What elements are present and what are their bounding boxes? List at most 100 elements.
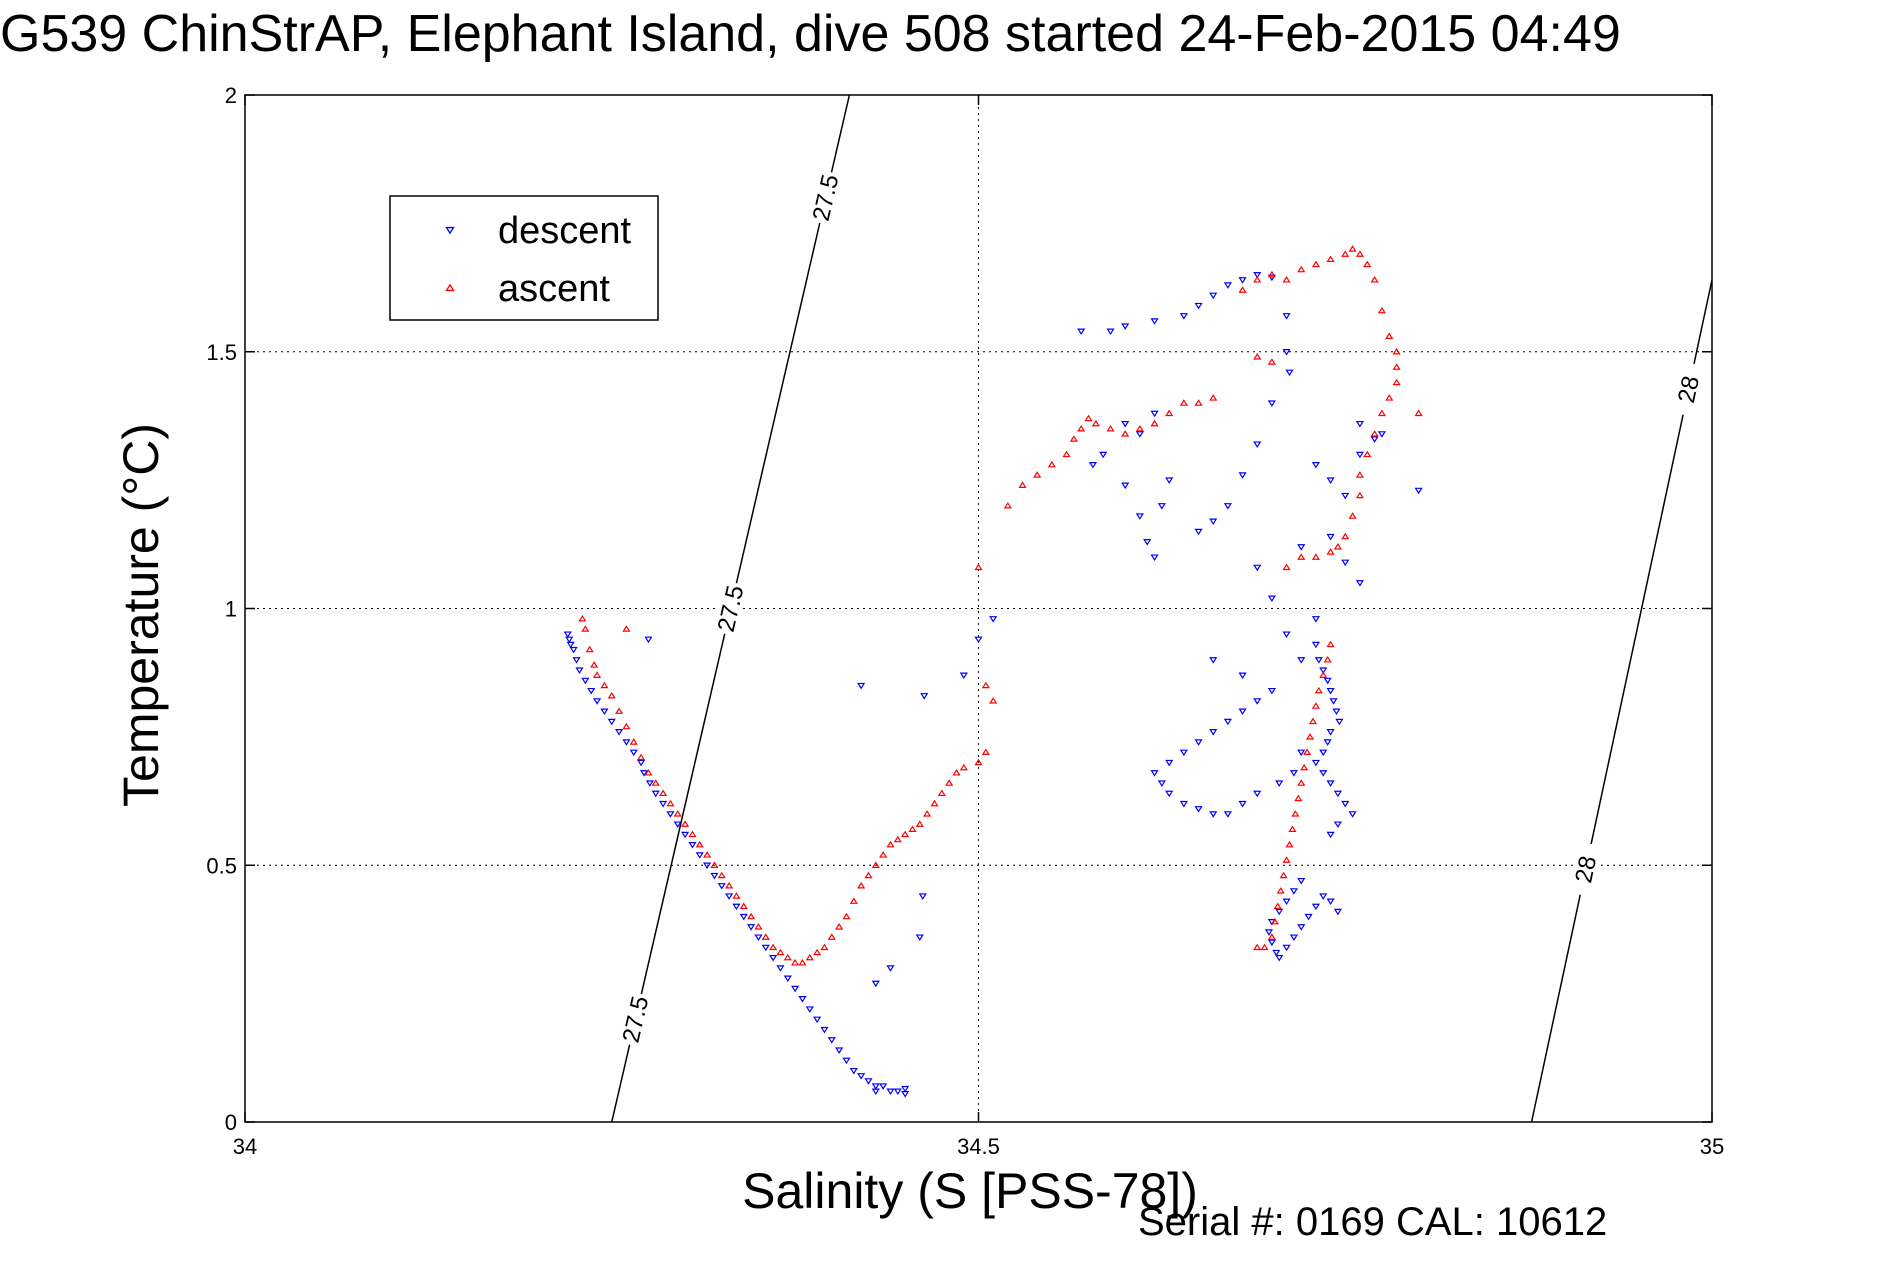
descent-point (1272, 949, 1281, 957)
descent-point (886, 965, 895, 972)
descent-point (581, 677, 590, 685)
ascent-point (769, 943, 778, 951)
descent-point (857, 682, 866, 690)
descent-point (1326, 729, 1335, 736)
descent-point (1088, 462, 1098, 469)
ascent-point (710, 861, 719, 868)
descent-point (1223, 503, 1232, 510)
descent-point (681, 831, 690, 839)
descent-point (1121, 482, 1130, 490)
descent-point (1326, 780, 1335, 787)
ascent-point (857, 881, 866, 889)
ascent-point (761, 933, 770, 940)
descent-point (1282, 944, 1291, 952)
descent-point (813, 1016, 822, 1024)
serial-footnote: Serial #: 0169 CAL: 10612 (1138, 1200, 1608, 1244)
density-contour-label: 27.5 (713, 583, 750, 635)
ascent-point (1253, 353, 1262, 360)
descent-point (1209, 518, 1218, 526)
descent-point (835, 1047, 844, 1054)
ascent-point (590, 661, 599, 668)
ascent-point (673, 810, 682, 817)
ascent-point (1282, 276, 1291, 283)
ascent-point (1018, 481, 1027, 488)
ascent-point (637, 753, 646, 761)
ascent-point (901, 830, 910, 838)
descent-point (695, 852, 704, 859)
ascent-point (1348, 245, 1357, 252)
descent-point (1355, 420, 1365, 428)
descent-point (1319, 770, 1328, 777)
ascent-point (798, 958, 807, 966)
ascent-point (592, 671, 602, 678)
ascent-point (1363, 260, 1372, 268)
legend-label-descent: descent (498, 210, 632, 252)
ascent-point (1355, 471, 1365, 478)
ascent-point (1135, 424, 1144, 432)
descent-point (871, 1088, 880, 1096)
descent-point (1341, 800, 1350, 808)
descent-point (1223, 718, 1232, 726)
ascent-point (952, 768, 961, 776)
descent-point (1267, 274, 1276, 282)
descent-point (587, 687, 596, 695)
ascent-point (1326, 640, 1335, 648)
ascent-point (1392, 363, 1401, 370)
descent-point (1253, 272, 1262, 279)
descent-point (1297, 544, 1306, 551)
descent-point (1297, 924, 1306, 931)
ascent-point (1267, 933, 1276, 940)
descent-point (639, 770, 649, 777)
ascent-point (1047, 460, 1056, 468)
descent-point (1326, 533, 1335, 541)
descent-point (886, 1088, 895, 1096)
descent-point (1289, 888, 1298, 895)
ascent-point (1179, 399, 1188, 406)
x-tick-label: 34 (233, 1134, 257, 1159)
descent-point (569, 646, 578, 654)
descent-point (959, 672, 968, 680)
descent-point (575, 667, 584, 674)
descent-point (1209, 657, 1218, 664)
contour-label-bg (617, 991, 654, 1048)
grid-lines (245, 95, 1712, 1122)
descent-point (1304, 913, 1313, 921)
descent-point (1157, 780, 1166, 787)
ascent-point (622, 625, 631, 632)
descent-point (1282, 898, 1291, 906)
axis-ticks: 34 34.5 35 0 0.5 1 1.5 2 (206, 83, 1724, 1159)
descent-point (1077, 328, 1086, 336)
ascent-point (1323, 656, 1332, 663)
ascent-point (1297, 779, 1306, 786)
descent-point (1311, 616, 1320, 623)
ascent-point (1091, 419, 1100, 427)
descent-point (1223, 282, 1232, 289)
x-axis-label: Salinity (S [PSS-78]) (742, 1163, 1198, 1219)
descent-point (666, 811, 675, 818)
y-tick-label: 0.5 (206, 853, 237, 878)
descent-point (1341, 492, 1350, 500)
descent-point (1282, 631, 1291, 639)
descent-point (739, 913, 748, 921)
descent-point (1099, 451, 1108, 459)
ascent-point (1260, 943, 1269, 951)
descent-point (1150, 410, 1159, 418)
ascent-point (1311, 553, 1320, 560)
descent-point (1106, 328, 1115, 336)
descent-point (566, 641, 575, 649)
ascent-point (585, 645, 594, 653)
ascent-point (974, 563, 983, 571)
descent-point (703, 862, 712, 870)
descent-point (915, 934, 924, 941)
descent-point (1238, 708, 1247, 716)
ascent-point (1377, 306, 1387, 314)
descent-point (1264, 929, 1274, 936)
ascent-point (754, 923, 763, 930)
descent-point (1326, 477, 1335, 484)
y-axis-label: Temperature (°C) (113, 423, 169, 807)
descent-point (1253, 441, 1262, 449)
chart-title: G539 ChinStrAP, Elephant Island, dive 50… (0, 5, 1621, 63)
descent-point (717, 883, 726, 890)
ascent-point (1326, 548, 1335, 555)
ascent-point (1003, 501, 1012, 509)
